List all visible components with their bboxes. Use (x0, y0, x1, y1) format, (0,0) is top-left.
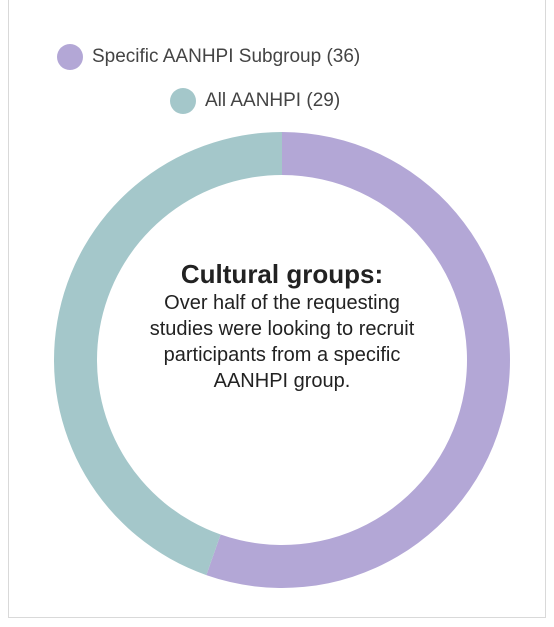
donut-segment (54, 132, 282, 576)
center-label: Cultural groups: Over half of the reques… (147, 258, 417, 394)
legend-label: Specific AANHPI Subgroup (36) (92, 46, 360, 67)
card (8, 0, 546, 618)
annotation: Over half of the requesting studies were… (149, 292, 415, 392)
legend-swatch (170, 88, 196, 114)
legend-label: All AANHPI (29) (205, 90, 340, 111)
chart-title: Cultural groups: (180, 259, 384, 289)
legend-swatch (57, 44, 83, 70)
donut-segment (206, 132, 511, 589)
